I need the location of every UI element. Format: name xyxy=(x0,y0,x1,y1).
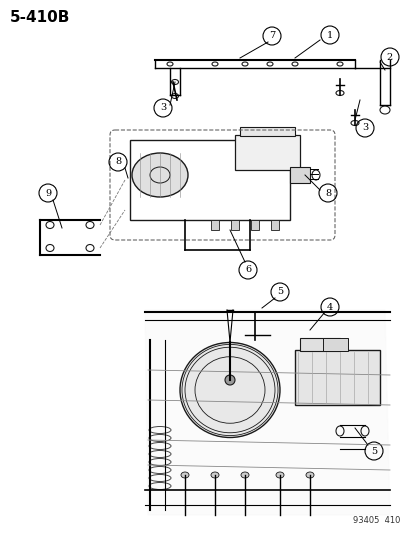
Ellipse shape xyxy=(180,472,189,478)
Text: 8: 8 xyxy=(324,189,330,198)
Bar xyxy=(289,167,309,183)
Text: 5: 5 xyxy=(370,447,376,456)
Ellipse shape xyxy=(180,343,279,438)
Ellipse shape xyxy=(305,472,313,478)
Ellipse shape xyxy=(240,472,248,478)
Bar xyxy=(294,350,379,405)
Text: 3: 3 xyxy=(159,103,166,112)
Bar xyxy=(322,338,347,351)
Text: 9: 9 xyxy=(45,189,51,198)
Polygon shape xyxy=(145,310,389,515)
Bar xyxy=(271,220,278,230)
Text: 4: 4 xyxy=(326,303,332,311)
Text: 3: 3 xyxy=(361,124,367,133)
Ellipse shape xyxy=(132,153,188,197)
Bar xyxy=(250,220,259,230)
Text: 6: 6 xyxy=(244,265,250,274)
Text: 5: 5 xyxy=(276,287,282,296)
Ellipse shape xyxy=(275,472,283,478)
Text: 5-410B: 5-410B xyxy=(10,11,70,26)
Bar xyxy=(230,220,238,230)
Bar xyxy=(299,338,339,351)
Text: 2: 2 xyxy=(386,52,392,61)
Text: 1: 1 xyxy=(326,30,332,39)
Text: 8: 8 xyxy=(115,157,121,166)
Bar xyxy=(130,140,289,220)
Text: 93405  410: 93405 410 xyxy=(352,516,399,525)
Text: 7: 7 xyxy=(268,31,275,41)
Bar xyxy=(240,127,294,136)
Bar xyxy=(235,135,299,170)
Ellipse shape xyxy=(211,472,218,478)
Circle shape xyxy=(224,375,235,385)
Bar xyxy=(211,220,218,230)
